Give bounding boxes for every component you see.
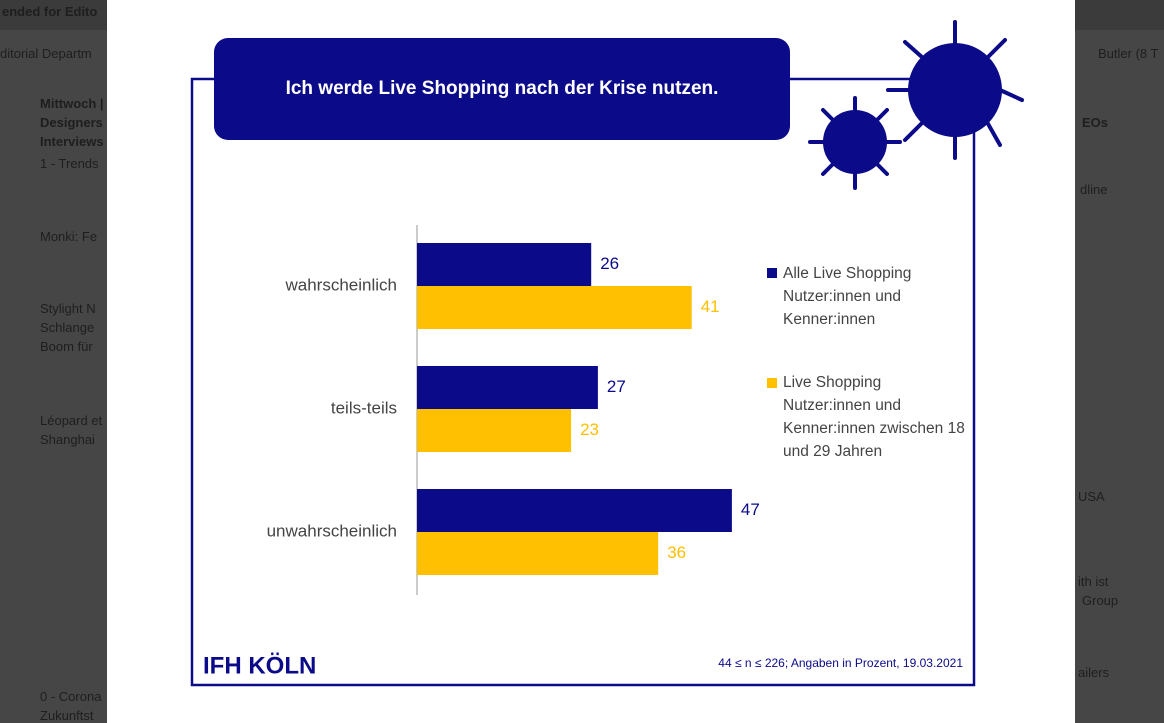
legend-swatch [767, 378, 777, 388]
legend-label: Alle Live Shopping Nutzer:innen und Kenn… [783, 265, 912, 328]
bar [417, 366, 598, 409]
bg-text: Shanghai [40, 432, 95, 447]
bg-text: ended for Edito [2, 4, 98, 19]
data-label: 23 [580, 420, 599, 439]
bg-text: Group [1082, 593, 1119, 608]
logo: IFH KÖLN [203, 652, 316, 679]
bg-text: USA [1078, 489, 1105, 504]
data-label: 36 [667, 543, 686, 562]
bg-text: Butler (8 T [1098, 46, 1159, 61]
category-label: teils-teils [331, 398, 397, 417]
bar [417, 286, 692, 329]
title-box [214, 38, 790, 140]
bg-text: Mittwoch | [40, 96, 104, 111]
data-label: 41 [701, 297, 720, 316]
data-label: 47 [741, 500, 760, 519]
data-label: 26 [600, 254, 619, 273]
footnote: 44 ≤ n ≤ 226; Angaben in Prozent, 19.03.… [718, 656, 963, 670]
bar [417, 489, 732, 532]
bg-text: Stylight N [40, 301, 96, 316]
bg-text: ith ist [1078, 574, 1109, 589]
bar [417, 532, 659, 575]
category-label: wahrscheinlich [285, 275, 398, 294]
chart-title: Ich werde Live Shopping nach der Krise n… [286, 78, 719, 99]
bar [417, 243, 592, 286]
bg-text: 0 - Corona [40, 689, 102, 704]
bg-text: Interviews [40, 134, 104, 149]
bg-text: EOs [1082, 115, 1109, 130]
bg-text: 1 - Trends [40, 156, 99, 171]
bg-text: Zukunftst [40, 708, 94, 723]
data-label: 27 [607, 377, 626, 396]
bg-text: Léopard et [40, 413, 103, 428]
bg-text: dline [1080, 182, 1108, 197]
legend-swatch [767, 268, 777, 278]
bg-text: Designers [40, 115, 103, 130]
bg-text: ditorial Departm [0, 46, 92, 61]
bg-text: Boom für [40, 339, 93, 354]
bg-text: ailers [1078, 665, 1110, 680]
bar [417, 409, 572, 452]
virus-icon [808, 20, 1024, 190]
category-label: unwahrscheinlich [267, 521, 397, 540]
legend-label: Live Shopping Nutzer:innen und Kenner:in… [783, 374, 965, 460]
bg-text: Monki: Fe [40, 229, 98, 244]
bg-text: Schlange [40, 320, 95, 335]
